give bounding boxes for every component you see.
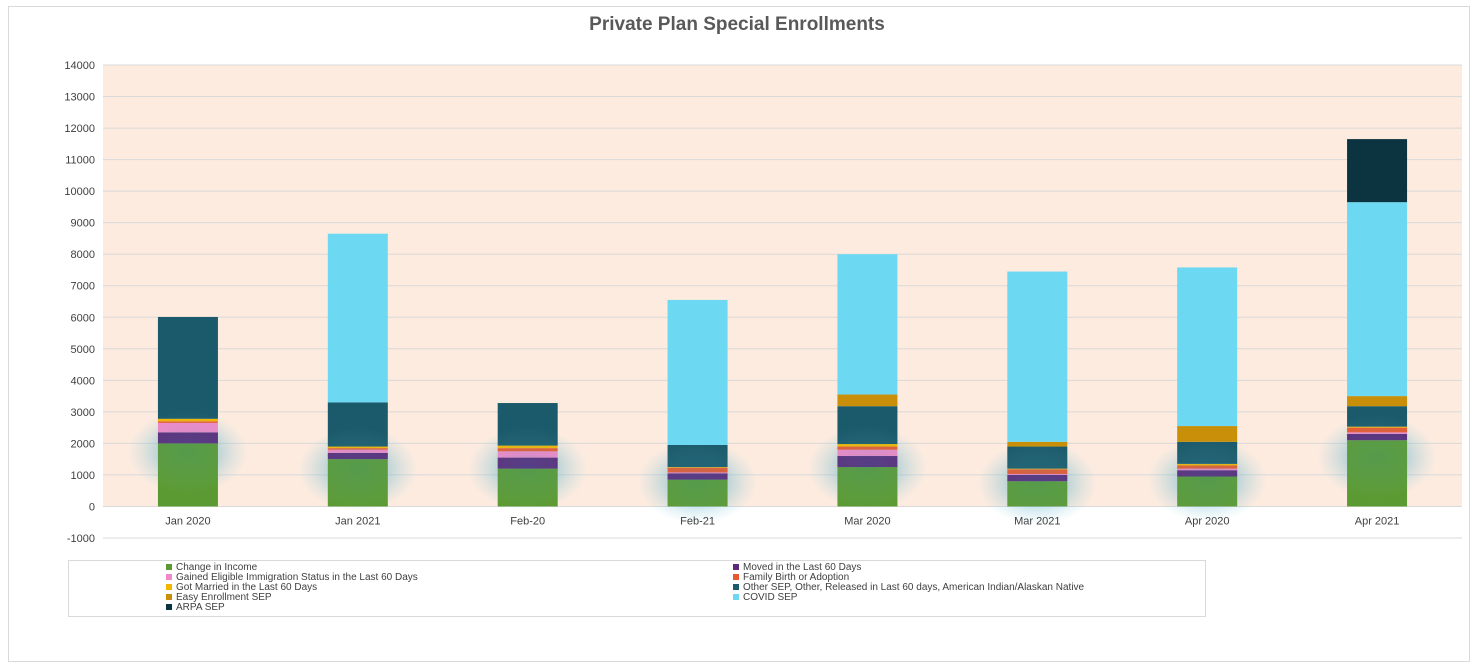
legend: Change in Income Moved in the Last 60 Day…: [68, 560, 1206, 617]
bar-glow: [977, 441, 1098, 526]
y-tick-label: 0: [89, 501, 95, 513]
bar-segment: [1347, 202, 1408, 397]
bar-segment: [1177, 426, 1238, 442]
legend-label: Other SEP, Other, Released in Last 60 da…: [743, 582, 1085, 593]
bar-glow: [1147, 438, 1268, 523]
bar-glow: [807, 425, 928, 510]
bar-glow: [127, 410, 248, 495]
legend-label: Change in Income: [176, 562, 258, 573]
bar-segment: [667, 299, 728, 445]
x-tick-label: Mar 2020: [844, 515, 890, 527]
bar-segment: [327, 233, 388, 403]
y-tick-label: 14000: [64, 60, 95, 72]
y-tick-label: 9000: [71, 218, 95, 230]
y-tick-label: 7000: [71, 281, 95, 293]
x-tick-label: Jan 2021: [335, 515, 380, 527]
y-tick-label: -1000: [67, 533, 95, 545]
legend-swatch: [166, 564, 172, 570]
x-tick-label: Mar 2021: [1014, 515, 1060, 527]
y-tick-label: 2000: [71, 438, 95, 450]
y-tick-label: 1000: [71, 470, 95, 482]
legend-item: Change in Income: [166, 563, 257, 573]
bar-glow: [467, 426, 588, 511]
y-tick-label: 6000: [71, 312, 95, 324]
legend-label: Family Birth or Adoption: [743, 572, 850, 583]
x-axis: Jan 2020 Jan 2021 Feb-20 Feb-21 Mar 2020 Mar …: [165, 515, 1399, 527]
legend-item: Gained Eligible Immigration Status in th…: [166, 573, 418, 583]
y-tick-label: 3000: [71, 407, 95, 419]
legend-item: ARPA SEP: [166, 603, 225, 613]
legend-swatch: [733, 564, 739, 570]
legend-swatch: [733, 594, 739, 600]
y-axis: -1000 0 1000 2000 3000 4000 5000 6000 7000 8000 90…: [64, 60, 95, 545]
x-tick-label: Feb-20: [510, 515, 545, 527]
legend-swatch: [733, 584, 739, 590]
legend-item: Family Birth or Adoption: [733, 573, 849, 583]
y-tick-label: 11000: [65, 155, 95, 167]
legend-swatch: [733, 574, 739, 580]
x-tick-label: Apr 2021: [1355, 515, 1400, 527]
x-tick-label: Jan 2020: [165, 515, 210, 527]
y-tick-label: 10000: [64, 186, 95, 198]
bar-segment: [1347, 396, 1408, 407]
legend-item: Got Married in the Last 60 Days: [166, 583, 317, 593]
legend-swatch: [166, 584, 172, 590]
legend-label: Got Married in the Last 60 Days: [176, 582, 318, 593]
chart-title: Private Plan Special Enrollments: [589, 14, 885, 35]
bar-segment: [157, 316, 218, 419]
bar-segment: [837, 394, 898, 407]
x-tick-label: Apr 2020: [1185, 515, 1230, 527]
legend-swatch: [166, 574, 172, 580]
bar-glow: [1317, 415, 1438, 500]
legend-label: Easy Enrollment SEP: [176, 592, 272, 603]
y-tick-label: 13000: [64, 92, 95, 104]
legend-label: Gained Eligible Immigration Status in th…: [176, 572, 418, 583]
y-tick-label: 4000: [71, 375, 95, 387]
bar-segment: [837, 254, 898, 395]
bar-segment: [1177, 267, 1238, 427]
bar-segment: [1007, 271, 1068, 442]
bar-glow: [637, 440, 758, 525]
bar-segment: [1347, 139, 1408, 203]
y-tick-label: 5000: [71, 344, 95, 356]
legend-swatch: [166, 594, 172, 600]
legend-label: Moved in the Last 60 Days: [743, 562, 862, 573]
legend-item: COVID SEP: [733, 593, 797, 603]
bars: [127, 139, 1438, 526]
bar-glow: [297, 427, 418, 512]
legend-item: Other SEP, Other, Released in Last 60 da…: [733, 583, 1084, 593]
legend-label: ARPA SEP: [176, 602, 225, 613]
legend-item: Moved in the Last 60 Days: [733, 563, 861, 573]
y-tick-label: 8000: [71, 249, 95, 261]
legend-label: COVID SEP: [743, 592, 798, 603]
y-tick-label: 12000: [64, 123, 95, 135]
legend-swatch: [166, 604, 172, 610]
legend-item: Easy Enrollment SEP: [166, 593, 272, 603]
x-tick-label: Feb-21: [680, 515, 715, 527]
